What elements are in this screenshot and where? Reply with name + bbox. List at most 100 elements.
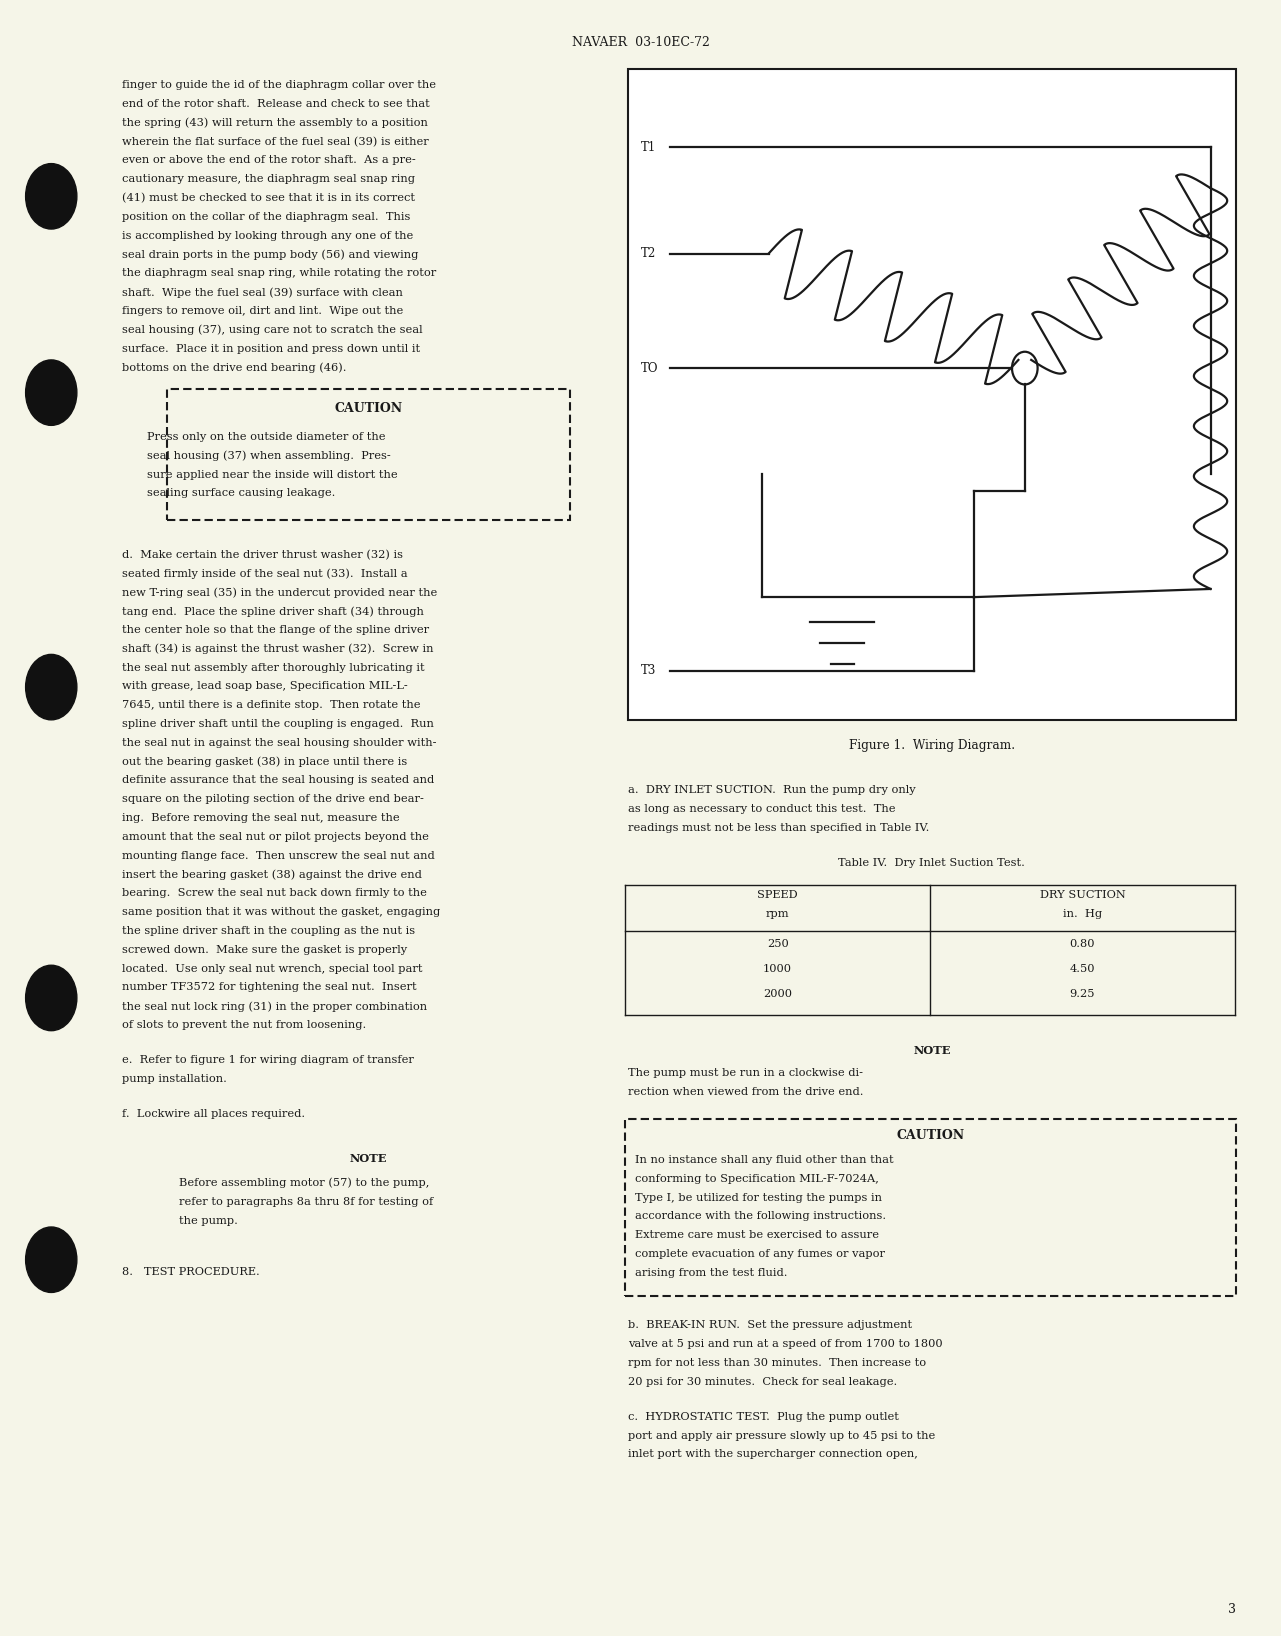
Text: is accomplished by looking through any one of the: is accomplished by looking through any o…: [122, 231, 412, 240]
Text: In no instance shall any fluid other than that: In no instance shall any fluid other tha…: [635, 1155, 894, 1165]
Text: finger to guide the id of the diaphragm collar over the: finger to guide the id of the diaphragm …: [122, 80, 436, 90]
Circle shape: [26, 360, 77, 425]
Text: b.  BREAK-IN RUN.  Set the pressure adjustment: b. BREAK-IN RUN. Set the pressure adjust…: [628, 1320, 912, 1330]
Text: a.  DRY INLET SUCTION.  Run the pump dry only: a. DRY INLET SUCTION. Run the pump dry o…: [628, 785, 916, 795]
Text: the seal nut in against the seal housing shoulder with-: the seal nut in against the seal housing…: [122, 738, 437, 748]
Text: Figure 1.  Wiring Diagram.: Figure 1. Wiring Diagram.: [849, 739, 1015, 753]
Text: 4.50: 4.50: [1070, 964, 1095, 973]
Text: new T-ring seal (35) in the undercut provided near the: new T-ring seal (35) in the undercut pro…: [122, 587, 437, 597]
Text: mounting flange face.  Then unscrew the seal nut and: mounting flange face. Then unscrew the s…: [122, 851, 434, 861]
Text: 2000: 2000: [763, 990, 792, 1000]
Text: the spring (43) will return the assembly to a position: the spring (43) will return the assembly…: [122, 118, 428, 128]
Text: Type I, be utilized for testing the pumps in: Type I, be utilized for testing the pump…: [635, 1193, 883, 1202]
Text: wherein the flat surface of the fuel seal (39) is either: wherein the flat surface of the fuel sea…: [122, 136, 428, 147]
Text: position on the collar of the diaphragm seal.  This: position on the collar of the diaphragm …: [122, 211, 410, 222]
Text: of slots to prevent the nut from loosening.: of slots to prevent the nut from looseni…: [122, 1019, 366, 1031]
Text: sealing surface causing leakage.: sealing surface causing leakage.: [147, 488, 336, 499]
Bar: [628, 69, 1236, 720]
Text: e.  Refer to figure 1 for wiring diagram of transfer: e. Refer to figure 1 for wiring diagram …: [122, 1055, 414, 1065]
Text: the diaphragm seal snap ring, while rotating the rotor: the diaphragm seal snap ring, while rota…: [122, 268, 436, 278]
Text: square on the piloting section of the drive end bear-: square on the piloting section of the dr…: [122, 793, 424, 805]
Text: the center hole so that the flange of the spline driver: the center hole so that the flange of th…: [122, 625, 429, 635]
Text: CAUTION: CAUTION: [334, 402, 402, 416]
Text: screwed down.  Make sure the gasket is properly: screwed down. Make sure the gasket is pr…: [122, 944, 407, 955]
Text: refer to paragraphs 8a thru 8f for testing of: refer to paragraphs 8a thru 8f for testi…: [179, 1196, 433, 1207]
Text: inlet port with the supercharger connection open,: inlet port with the supercharger connect…: [628, 1449, 917, 1459]
Text: shaft.  Wipe the fuel seal (39) surface with clean: shaft. Wipe the fuel seal (39) surface w…: [122, 286, 402, 298]
Text: seated firmly inside of the seal nut (33).  Install a: seated firmly inside of the seal nut (33…: [122, 568, 407, 579]
Text: bottoms on the drive end bearing (46).: bottoms on the drive end bearing (46).: [122, 362, 346, 373]
Text: in.  Hg: in. Hg: [1063, 910, 1102, 919]
Text: complete evacuation of any fumes or vapor: complete evacuation of any fumes or vapo…: [635, 1250, 885, 1260]
Text: DRY SUCTION: DRY SUCTION: [1040, 890, 1125, 900]
Text: NOTE: NOTE: [350, 1152, 387, 1163]
Text: 9.25: 9.25: [1070, 990, 1095, 1000]
Text: (41) must be checked to see that it is in its correct: (41) must be checked to see that it is i…: [122, 193, 415, 203]
Bar: [167, 389, 570, 520]
Text: NAVAER  03-10EC-72: NAVAER 03-10EC-72: [571, 36, 710, 49]
Text: TO: TO: [640, 362, 658, 375]
Text: valve at 5 psi and run at a speed of from 1700 to 1800: valve at 5 psi and run at a speed of fro…: [628, 1338, 943, 1350]
Text: The pump must be run in a clockwise di-: The pump must be run in a clockwise di-: [628, 1068, 862, 1078]
Text: 8.   TEST PROCEDURE.: 8. TEST PROCEDURE.: [122, 1266, 260, 1278]
Bar: [625, 1119, 1236, 1296]
Text: Press only on the outside diameter of the: Press only on the outside diameter of th…: [147, 432, 386, 442]
Text: seal housing (37) when assembling.  Pres-: seal housing (37) when assembling. Pres-: [147, 450, 391, 461]
Text: ing.  Before removing the seal nut, measure the: ing. Before removing the seal nut, measu…: [122, 813, 400, 823]
Text: rpm: rpm: [766, 910, 789, 919]
Text: NOTE: NOTE: [913, 1044, 951, 1055]
Text: accordance with the following instructions.: accordance with the following instructio…: [635, 1211, 886, 1222]
Text: rection when viewed from the drive end.: rection when viewed from the drive end.: [628, 1086, 863, 1098]
Circle shape: [26, 164, 77, 229]
Circle shape: [26, 965, 77, 1031]
Text: definite assurance that the seal housing is seated and: definite assurance that the seal housing…: [122, 775, 434, 785]
Text: port and apply air pressure slowly up to 45 psi to the: port and apply air pressure slowly up to…: [628, 1430, 935, 1441]
Text: sure applied near the inside will distort the: sure applied near the inside will distor…: [147, 470, 398, 479]
Text: seal housing (37), using care not to scratch the seal: seal housing (37), using care not to scr…: [122, 324, 423, 335]
Text: cautionary measure, the diaphragm seal snap ring: cautionary measure, the diaphragm seal s…: [122, 173, 415, 185]
Text: shaft (34) is against the thrust washer (32).  Screw in: shaft (34) is against the thrust washer …: [122, 643, 433, 654]
Circle shape: [26, 654, 77, 720]
Text: pump installation.: pump installation.: [122, 1073, 227, 1085]
Text: arising from the test fluid.: arising from the test fluid.: [635, 1268, 788, 1278]
Text: the seal nut assembly after thoroughly lubricating it: the seal nut assembly after thoroughly l…: [122, 663, 424, 672]
Text: f.  Lockwire all places required.: f. Lockwire all places required.: [122, 1109, 305, 1119]
Text: T2: T2: [640, 247, 656, 260]
Text: as long as necessary to conduct this test.  The: as long as necessary to conduct this tes…: [628, 803, 895, 815]
Text: 7645, until there is a definite stop.  Then rotate the: 7645, until there is a definite stop. Th…: [122, 700, 420, 710]
Text: out the bearing gasket (38) in place until there is: out the bearing gasket (38) in place unt…: [122, 756, 407, 767]
Text: located.  Use only seal nut wrench, special tool part: located. Use only seal nut wrench, speci…: [122, 964, 423, 973]
Text: Table IV.  Dry Inlet Suction Test.: Table IV. Dry Inlet Suction Test.: [839, 857, 1025, 869]
Text: CAUTION: CAUTION: [897, 1129, 965, 1142]
Text: bearing.  Screw the seal nut back down firmly to the: bearing. Screw the seal nut back down fi…: [122, 888, 427, 898]
Text: insert the bearing gasket (38) against the drive end: insert the bearing gasket (38) against t…: [122, 869, 421, 880]
Text: 3: 3: [1228, 1603, 1236, 1616]
Text: readings must not be less than specified in Table IV.: readings must not be less than specified…: [628, 823, 929, 833]
Text: d.  Make certain the driver thrust washer (32) is: d. Make certain the driver thrust washer…: [122, 550, 402, 560]
Text: T1: T1: [640, 141, 656, 154]
Text: 250: 250: [767, 939, 788, 949]
Text: spline driver shaft until the coupling is engaged.  Run: spline driver shaft until the coupling i…: [122, 718, 433, 730]
Text: T3: T3: [640, 664, 656, 677]
Text: surface.  Place it in position and press down until it: surface. Place it in position and press …: [122, 344, 420, 353]
Text: fingers to remove oil, dirt and lint.  Wipe out the: fingers to remove oil, dirt and lint. Wi…: [122, 306, 404, 316]
Text: seal drain ports in the pump body (56) and viewing: seal drain ports in the pump body (56) a…: [122, 249, 418, 260]
Text: same position that it was without the gasket, engaging: same position that it was without the ga…: [122, 906, 439, 918]
Text: c.  HYDROSTATIC TEST.  Plug the pump outlet: c. HYDROSTATIC TEST. Plug the pump outle…: [628, 1412, 898, 1422]
Text: 20 psi for 30 minutes.  Check for seal leakage.: 20 psi for 30 minutes. Check for seal le…: [628, 1376, 897, 1387]
Text: even or above the end of the rotor shaft.  As a pre-: even or above the end of the rotor shaft…: [122, 155, 415, 165]
Text: the pump.: the pump.: [179, 1216, 238, 1225]
Text: tang end.  Place the spline driver shaft (34) through: tang end. Place the spline driver shaft …: [122, 605, 424, 617]
Text: the seal nut lock ring (31) in the proper combination: the seal nut lock ring (31) in the prope…: [122, 1001, 427, 1011]
Text: conforming to Specification MIL-F-7024A,: conforming to Specification MIL-F-7024A,: [635, 1175, 879, 1184]
Text: 0.80: 0.80: [1070, 939, 1095, 949]
Text: SPEED: SPEED: [757, 890, 798, 900]
Text: end of the rotor shaft.  Release and check to see that: end of the rotor shaft. Release and chec…: [122, 98, 429, 110]
Text: Before assembling motor (57) to the pump,: Before assembling motor (57) to the pump…: [179, 1178, 429, 1188]
Circle shape: [26, 1227, 77, 1292]
Text: number TF3572 for tightening the seal nut.  Insert: number TF3572 for tightening the seal nu…: [122, 982, 416, 993]
Text: the spline driver shaft in the coupling as the nut is: the spline driver shaft in the coupling …: [122, 926, 415, 936]
Text: with grease, lead soap base, Specification MIL-L-: with grease, lead soap base, Specificati…: [122, 681, 407, 692]
Text: rpm for not less than 30 minutes.  Then increase to: rpm for not less than 30 minutes. Then i…: [628, 1358, 926, 1368]
Text: amount that the seal nut or pilot projects beyond the: amount that the seal nut or pilot projec…: [122, 831, 429, 843]
